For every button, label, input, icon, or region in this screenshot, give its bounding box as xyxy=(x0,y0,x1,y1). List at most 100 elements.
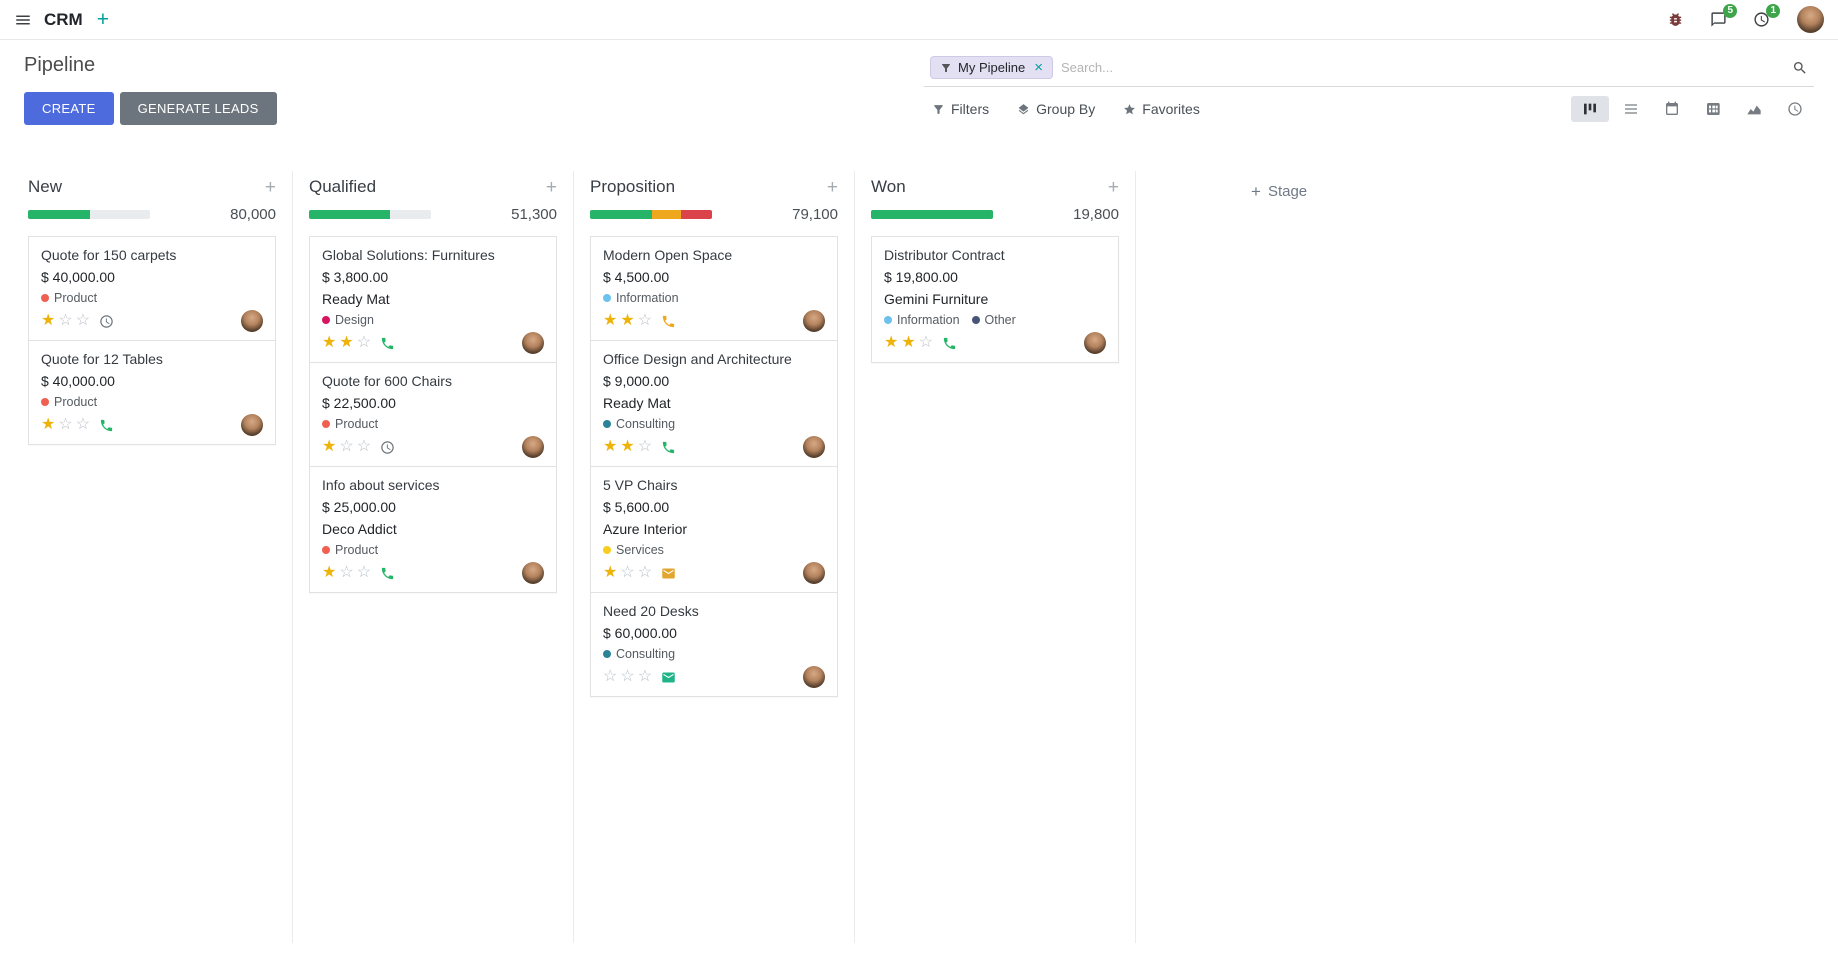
priority-star-icon[interactable]: ☆ xyxy=(620,564,635,582)
priority-star-icon[interactable]: ☆ xyxy=(620,668,635,686)
clock-activity-icon[interactable] xyxy=(380,440,395,455)
envelope-activity-icon[interactable] xyxy=(661,566,676,581)
tag-color-dot xyxy=(41,294,49,302)
priority-star-icon[interactable]: ★ xyxy=(322,564,337,582)
progress-segment-success[interactable] xyxy=(871,210,993,219)
messages-icon[interactable]: 5 xyxy=(1703,4,1737,28)
progress-segment-success[interactable] xyxy=(590,210,653,219)
column-progressbar[interactable] xyxy=(309,210,431,219)
priority-star-icon[interactable]: ★ xyxy=(901,334,916,352)
priority-star-icon[interactable]: ★ xyxy=(339,334,354,352)
priority-star-icon[interactable]: ★ xyxy=(603,438,618,456)
priority-star-icon[interactable]: ☆ xyxy=(356,438,372,456)
phone-activity-icon[interactable] xyxy=(380,336,395,351)
column-header: Qualified + xyxy=(309,177,557,197)
priority-star-icon[interactable]: ★ xyxy=(884,334,899,352)
quick-add-record-icon[interactable]: + xyxy=(1107,176,1119,198)
remove-facet-icon[interactable]: × xyxy=(1034,59,1043,76)
column-progressbar[interactable] xyxy=(590,210,712,219)
clock-activity-icon[interactable] xyxy=(99,314,114,329)
quick-add-record-icon[interactable]: + xyxy=(826,176,838,198)
salesperson-avatar xyxy=(241,414,263,436)
column-progressbar[interactable] xyxy=(28,210,150,219)
column-title[interactable]: Proposition xyxy=(590,177,676,196)
top-navbar: CRM + 5 1 xyxy=(0,0,1838,40)
progress-segment-success[interactable] xyxy=(28,210,91,219)
activities-clock-icon[interactable]: 1 xyxy=(1746,4,1780,28)
column-title[interactable]: New xyxy=(28,177,63,196)
phone-activity-icon[interactable] xyxy=(661,314,676,329)
priority-star-icon[interactable]: ☆ xyxy=(603,668,618,686)
priority-star-icon[interactable]: ☆ xyxy=(637,564,653,582)
kanban-card[interactable]: Distributor Contract $ 19,800.00 Gemini Fu… xyxy=(871,236,1119,363)
view-activity-button[interactable] xyxy=(1776,96,1814,122)
view-list-button[interactable] xyxy=(1612,96,1650,122)
kanban-column-proposition: Proposition +79,100 Modern Open Space $ 4,5… xyxy=(574,171,855,943)
group-by-button[interactable]: Group By xyxy=(1017,101,1095,117)
kanban-card[interactable]: Quote for 12 Tables $ 40,000.00 Product ★ ☆ ☆ xyxy=(28,340,276,445)
priority-star-icon[interactable]: ☆ xyxy=(339,564,354,582)
phone-activity-icon[interactable] xyxy=(942,336,957,351)
column-progressbar[interactable] xyxy=(871,210,993,219)
priority-star-icon[interactable]: ☆ xyxy=(75,416,91,434)
envelope-activity-icon[interactable] xyxy=(661,670,676,685)
priority-star-icon[interactable]: ☆ xyxy=(637,668,653,686)
kanban-card[interactable]: Modern Open Space $ 4,500.00 Information ★ ★… xyxy=(590,236,838,341)
card-footer: ★ ★ ☆ xyxy=(322,332,544,354)
view-graph-button[interactable] xyxy=(1735,96,1773,122)
add-icon[interactable]: + xyxy=(96,8,109,31)
favorites-button[interactable]: Favorites xyxy=(1123,101,1200,117)
search-input[interactable] xyxy=(1060,60,1784,75)
priority-star-icon[interactable]: ★ xyxy=(603,564,618,582)
priority-star-icon[interactable]: ★ xyxy=(41,416,56,434)
priority-star-icon[interactable]: ★ xyxy=(603,312,618,330)
debug-bug-icon[interactable] xyxy=(1660,11,1691,28)
priority-star-icon[interactable]: ★ xyxy=(41,312,56,330)
view-pivot-button[interactable] xyxy=(1694,96,1732,122)
generate-leads-button[interactable]: GENERATE LEADS xyxy=(119,92,277,125)
phone-activity-icon[interactable] xyxy=(661,440,676,455)
phone-activity-icon[interactable] xyxy=(99,418,114,433)
search-icon[interactable] xyxy=(1792,60,1808,76)
layers-icon xyxy=(1018,103,1029,114)
kanban-card[interactable]: Need 20 Desks $ 60,000.00 Consulting ☆ ☆ ☆ xyxy=(590,592,838,697)
progress-segment-warning[interactable] xyxy=(652,210,682,219)
apps-menu-icon[interactable] xyxy=(14,11,32,29)
priority-star-icon[interactable]: ★ xyxy=(322,334,337,352)
column-header: Won + xyxy=(871,177,1119,197)
priority-star-icon[interactable]: ☆ xyxy=(356,564,372,582)
column-title[interactable]: Qualified xyxy=(309,177,377,196)
app-name[interactable]: CRM xyxy=(44,9,83,29)
search-facet[interactable]: My Pipeline × xyxy=(930,56,1053,79)
priority-star-icon[interactable]: ☆ xyxy=(918,334,934,352)
priority-star-icon[interactable]: ☆ xyxy=(637,438,653,456)
column-title[interactable]: Won xyxy=(871,177,906,196)
salesperson-avatar xyxy=(803,310,825,332)
phone-activity-icon[interactable] xyxy=(380,566,395,581)
kanban-card[interactable]: Global Solutions: Furnitures $ 3,800.00 Re… xyxy=(309,236,557,363)
create-button[interactable]: CREATE xyxy=(24,92,114,125)
priority-star-icon[interactable]: ☆ xyxy=(58,312,73,330)
kanban-card[interactable]: Quote for 600 Chairs $ 22,500.00 Product ★ ☆… xyxy=(309,362,557,467)
progress-segment-danger[interactable] xyxy=(681,210,712,219)
kanban-card[interactable]: Quote for 150 carpets $ 40,000.00 Product ★… xyxy=(28,236,276,341)
filters-button[interactable]: Filters xyxy=(932,101,989,117)
progress-segment-success[interactable] xyxy=(309,210,390,219)
kanban-card[interactable]: Office Design and Architecture $ 9,000.00… xyxy=(590,340,838,467)
priority-star-icon[interactable]: ☆ xyxy=(637,312,653,330)
priority-star-icon[interactable]: ☆ xyxy=(75,312,91,330)
quick-add-record-icon[interactable]: + xyxy=(545,176,557,198)
priority-star-icon[interactable]: ☆ xyxy=(356,334,372,352)
kanban-card[interactable]: 5 VP Chairs $ 5,600.00 Azure Interior Servi… xyxy=(590,466,838,593)
user-avatar[interactable] xyxy=(1797,6,1824,33)
priority-star-icon[interactable]: ★ xyxy=(620,312,635,330)
add-stage-button[interactable]: + Stage xyxy=(1251,183,1307,200)
view-kanban-button[interactable] xyxy=(1571,96,1609,122)
view-calendar-button[interactable] xyxy=(1653,96,1691,122)
quick-add-record-icon[interactable]: + xyxy=(264,176,276,198)
priority-star-icon[interactable]: ☆ xyxy=(58,416,73,434)
priority-star-icon[interactable]: ★ xyxy=(620,438,635,456)
priority-star-icon[interactable]: ☆ xyxy=(339,438,354,456)
priority-star-icon[interactable]: ★ xyxy=(322,438,337,456)
kanban-card[interactable]: Info about services $ 25,000.00 Deco Addic… xyxy=(309,466,557,593)
